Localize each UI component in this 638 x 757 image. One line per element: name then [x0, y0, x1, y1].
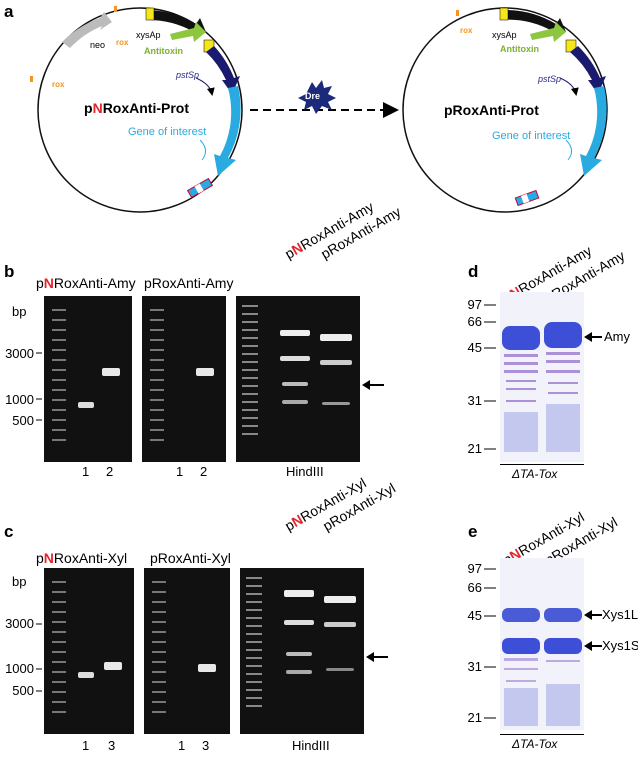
antitoxin-arrow — [170, 22, 206, 42]
c-marker-3000: 3000 — [5, 616, 34, 631]
b-gel1-lane1: 1 — [82, 464, 90, 479]
b-marker-500: 500 — [12, 413, 34, 428]
e-band-label-2: Xys1S — [602, 638, 638, 653]
c-gel1-lane1: 1 — [82, 738, 90, 753]
left-navy-arrow — [206, 46, 240, 94]
plasmid-diagram — [30, 6, 608, 213]
b-marker-3000: 3000 — [5, 346, 34, 361]
b-gel2-title: pRoxAnti-Amy — [144, 275, 234, 291]
c-gel1-lane2: 3 — [108, 738, 116, 753]
d-band-label: Amy — [604, 329, 630, 344]
d-marker-97: 97 — [467, 297, 482, 312]
e-marker-45: 45 — [467, 608, 482, 623]
e-strain-label: ΔTA-Tox — [512, 737, 558, 751]
b-gel2-lane2: 2 — [200, 464, 208, 479]
c-bp-label: bp — [12, 574, 27, 589]
right-plasmid-name: pRoxAnti-Prot — [444, 102, 539, 118]
dre-label: Dre — [305, 91, 321, 101]
b-bp-label: bp — [12, 304, 27, 319]
e-arrow-icon-1 — [584, 610, 602, 620]
neo-arrow — [62, 12, 112, 48]
left-plasmid-name: pNRoxAnti-Prot — [84, 100, 190, 116]
b-gel3-caption: HindIII — [286, 464, 324, 479]
right-pstsp-label: pstSp — [538, 74, 562, 84]
c-gel3 — [240, 568, 364, 734]
c-gel3-caption: HindIII — [292, 738, 330, 753]
c-marker-500: 500 — [12, 683, 34, 698]
d-marker-66: 66 — [467, 314, 482, 329]
c-gel2 — [144, 568, 230, 734]
d-strain-label: ΔTA-Tox — [512, 467, 558, 481]
b-arrow-icon — [362, 380, 384, 390]
panel-letter-a: a — [4, 2, 14, 21]
d-marker-21: 21 — [467, 441, 482, 456]
e-marker-31: 31 — [467, 659, 482, 674]
panel-letter-e: e — [468, 522, 478, 541]
goi-label: Gene of interest — [128, 126, 207, 138]
e-band-label-1: Xys1L — [602, 607, 638, 622]
b-gel3 — [236, 296, 360, 462]
dre-star — [298, 80, 336, 114]
right-antitoxin-label: Antitoxin — [500, 44, 539, 54]
c-gel1-title: pNRoxAnti-Xyl — [36, 550, 128, 566]
c-gel2-lane2: 3 — [202, 738, 210, 753]
b-gel1-lane2: 2 — [106, 464, 114, 479]
e-marker-21: 21 — [467, 710, 482, 725]
pstsp-label: pstSp — [176, 70, 200, 80]
right-rox-label: rox — [460, 26, 473, 35]
right-goi-arrow — [580, 86, 607, 176]
d-strain-line — [500, 464, 584, 465]
right-navy-arrow — [570, 46, 606, 94]
d-marker-45: 45 — [467, 340, 482, 355]
rox-label-2: rox — [52, 80, 65, 89]
d-marker-31: 31 — [467, 393, 482, 408]
panel-letter-c: c — [4, 522, 14, 541]
left-goi-arrow — [214, 86, 241, 176]
b-marker-1000: 1000 — [5, 392, 34, 407]
d-arrow-icon — [584, 332, 602, 342]
xysap-label: xysAp — [136, 30, 161, 40]
panel-letter-d: d — [468, 262, 479, 281]
b-gel1 — [44, 296, 132, 462]
e-marker-66: 66 — [467, 580, 482, 595]
e-arrow-icon-2 — [584, 641, 602, 651]
b-gel2 — [142, 296, 226, 462]
right-yellow-box-1 — [499, 7, 509, 21]
left-plasmid-circle — [37, 7, 243, 213]
panel-letter-b: b — [4, 262, 15, 281]
antitoxin-label: Antitoxin — [144, 46, 183, 56]
e-marker-97: 97 — [467, 561, 482, 576]
c-arrow-icon — [366, 652, 388, 662]
right-antitoxin-arrow — [530, 22, 566, 42]
c-marker-1000: 1000 — [5, 661, 34, 676]
left-yellow-box-1 — [145, 7, 155, 21]
c-gel1 — [44, 568, 134, 734]
right-goi-label: Gene of interest — [492, 130, 571, 142]
b-gel1-title: pNRoxAnti-Amy — [36, 275, 136, 291]
d-sds-gel — [500, 292, 584, 462]
b-gel2-lane1: 1 — [176, 464, 184, 479]
e-sds-gel — [500, 558, 584, 730]
right-xysap-label: xysAp — [492, 30, 517, 40]
c-gel2-lane1: 1 — [178, 738, 186, 753]
neo-label: neo — [90, 40, 106, 50]
rox-label-1: rox — [116, 38, 129, 47]
c-gel2-title: pRoxAnti-Xyl — [150, 550, 231, 566]
e-strain-line — [500, 734, 584, 735]
